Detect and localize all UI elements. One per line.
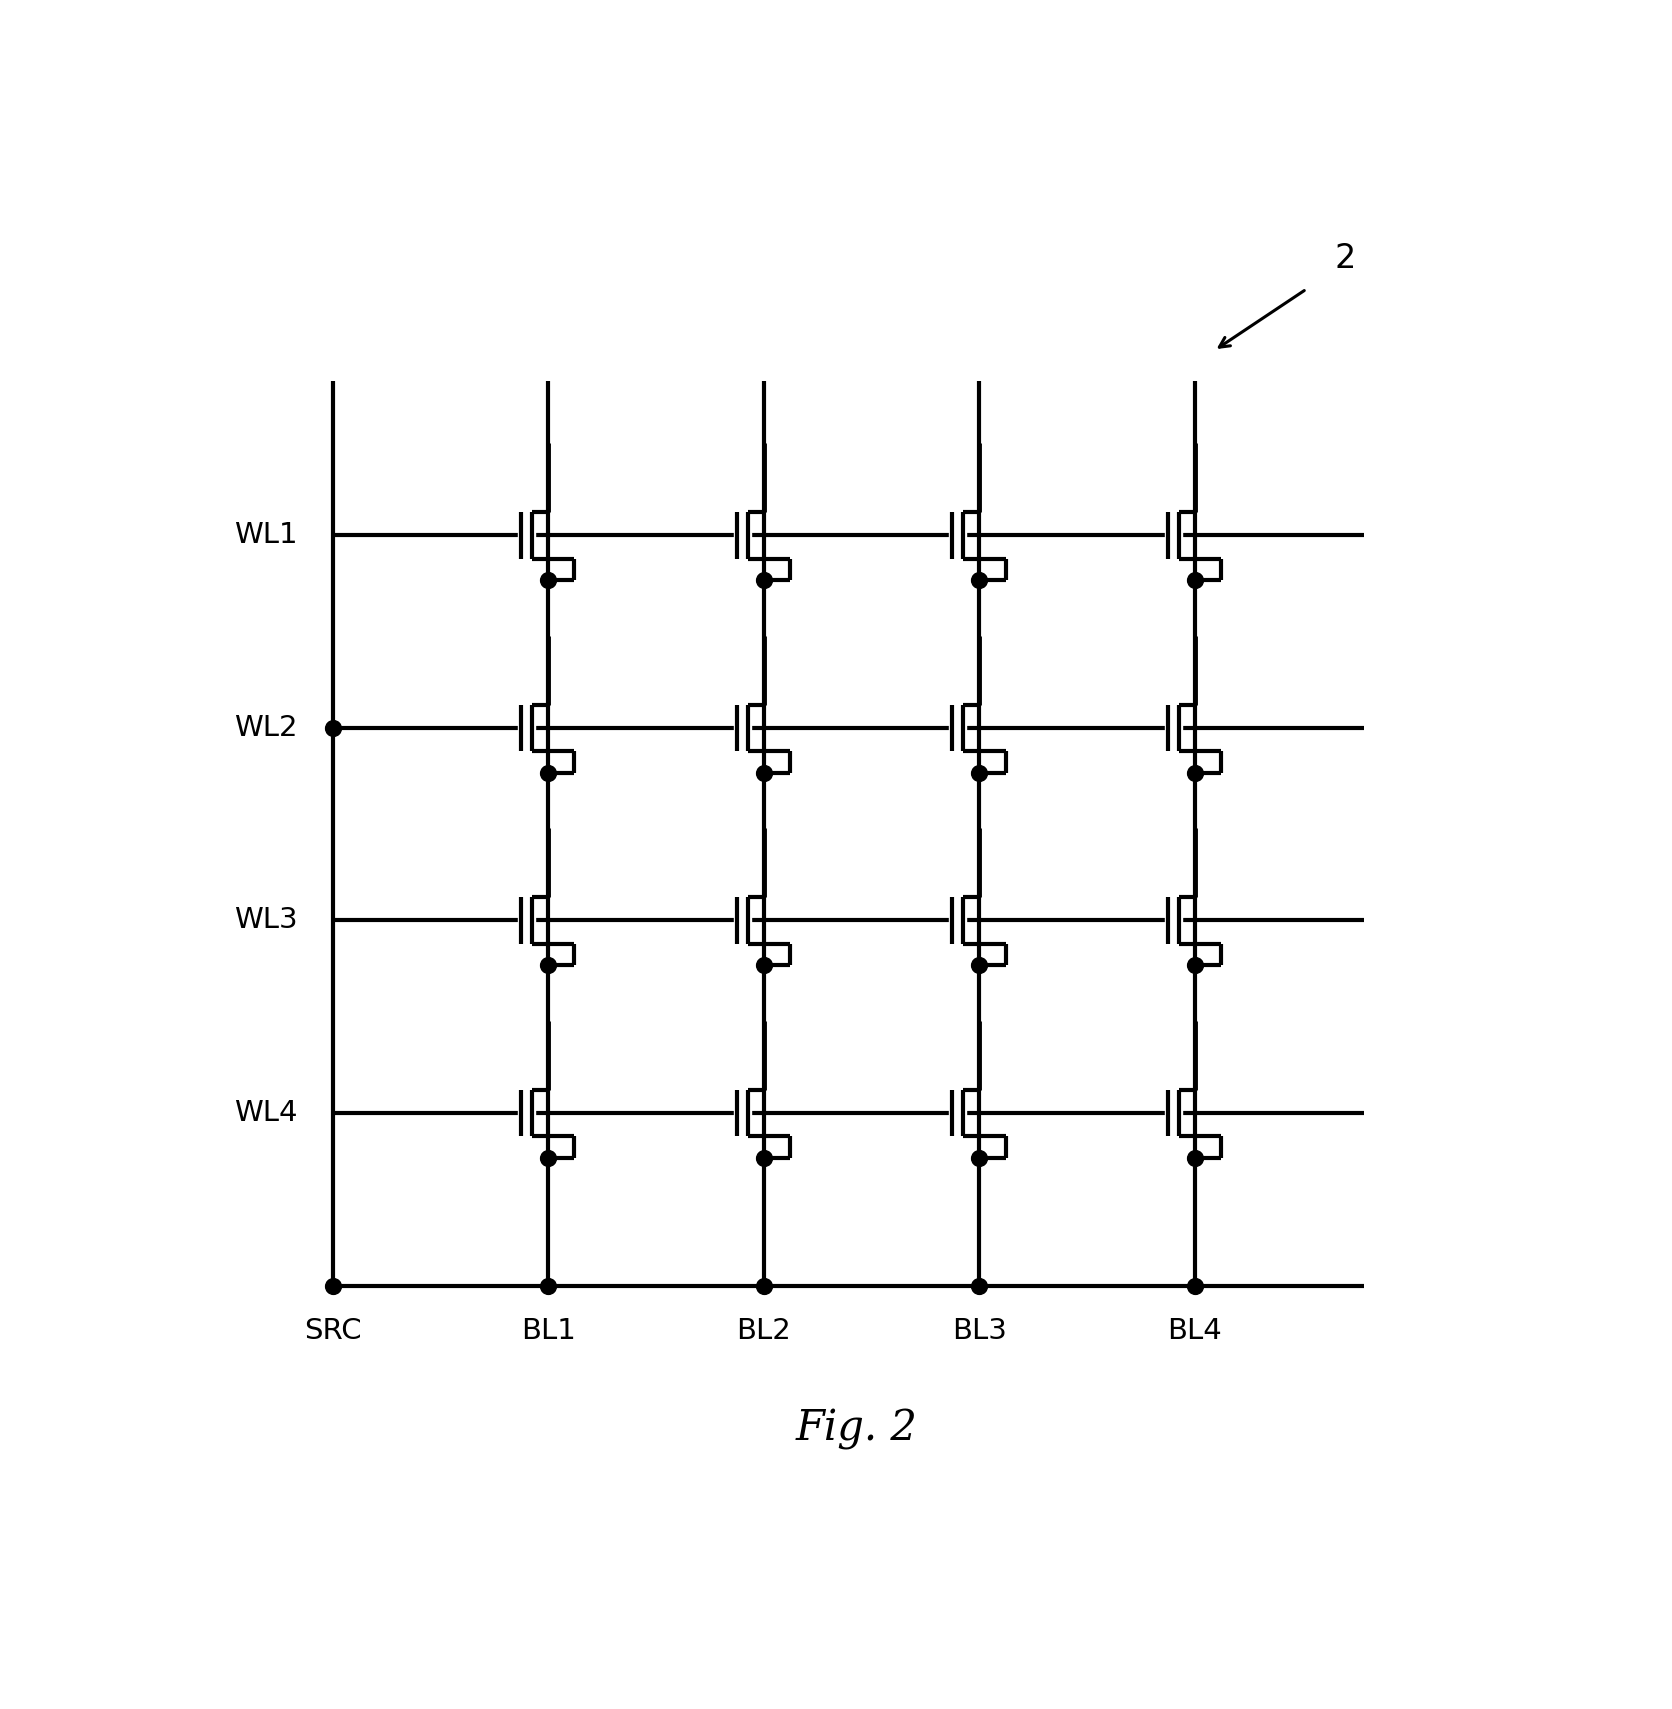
Point <box>535 1143 562 1171</box>
Text: Fig. 2: Fig. 2 <box>796 1408 918 1449</box>
Point <box>535 759 562 786</box>
Point <box>751 952 777 979</box>
Point <box>966 566 993 593</box>
Point <box>751 1143 777 1171</box>
Point <box>1182 952 1209 979</box>
Point <box>966 952 993 979</box>
Point <box>751 759 777 786</box>
Point <box>966 1143 993 1171</box>
Point <box>535 1273 562 1301</box>
Point <box>535 566 562 593</box>
Text: WL4: WL4 <box>234 1099 298 1126</box>
Text: BL2: BL2 <box>736 1318 791 1345</box>
Text: 2: 2 <box>1334 241 1356 275</box>
Point <box>1182 566 1209 593</box>
Text: BL1: BL1 <box>520 1318 575 1345</box>
Point <box>966 759 993 786</box>
Text: WL2: WL2 <box>234 714 298 742</box>
Point <box>751 1273 777 1301</box>
Point <box>1182 1143 1209 1171</box>
Text: BL4: BL4 <box>1167 1318 1222 1345</box>
Point <box>319 714 346 742</box>
Point <box>319 1273 346 1301</box>
Point <box>966 1273 993 1301</box>
Point <box>535 952 562 979</box>
Point <box>1182 759 1209 786</box>
Text: WL3: WL3 <box>234 906 298 935</box>
Text: BL3: BL3 <box>951 1318 1007 1345</box>
Text: SRC: SRC <box>304 1318 361 1345</box>
Point <box>1182 1273 1209 1301</box>
Text: WL1: WL1 <box>234 521 298 549</box>
Point <box>751 566 777 593</box>
